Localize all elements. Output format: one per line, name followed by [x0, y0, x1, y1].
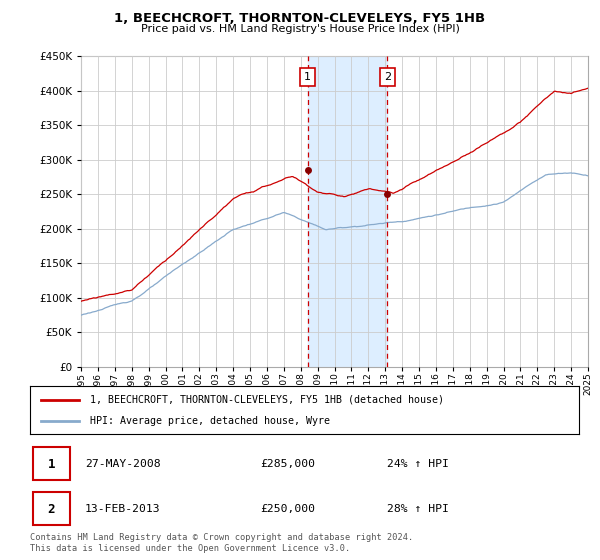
Text: Contains HM Land Registry data © Crown copyright and database right 2024.
This d: Contains HM Land Registry data © Crown c…: [30, 533, 413, 553]
Text: 1, BEECHCROFT, THORNTON-CLEVELEYS, FY5 1HB: 1, BEECHCROFT, THORNTON-CLEVELEYS, FY5 1…: [115, 12, 485, 25]
Text: 28% ↑ HPI: 28% ↑ HPI: [387, 504, 449, 514]
Text: 13-FEB-2013: 13-FEB-2013: [85, 504, 161, 514]
FancyBboxPatch shape: [33, 492, 70, 525]
Text: £285,000: £285,000: [260, 459, 316, 469]
Text: 1: 1: [304, 72, 311, 82]
Bar: [308, 56, 387, 367]
Text: Price paid vs. HM Land Registry's House Price Index (HPI): Price paid vs. HM Land Registry's House …: [140, 24, 460, 34]
Text: £250,000: £250,000: [260, 504, 316, 514]
Text: 24% ↑ HPI: 24% ↑ HPI: [387, 459, 449, 469]
Text: 2: 2: [47, 502, 55, 516]
Text: 1: 1: [47, 458, 55, 471]
Text: HPI: Average price, detached house, Wyre: HPI: Average price, detached house, Wyre: [91, 416, 331, 426]
Text: 1, BEECHCROFT, THORNTON-CLEVELEYS, FY5 1HB (detached house): 1, BEECHCROFT, THORNTON-CLEVELEYS, FY5 1…: [91, 395, 445, 405]
Text: 27-MAY-2008: 27-MAY-2008: [85, 459, 161, 469]
Text: 2: 2: [383, 72, 391, 82]
FancyBboxPatch shape: [33, 447, 70, 480]
